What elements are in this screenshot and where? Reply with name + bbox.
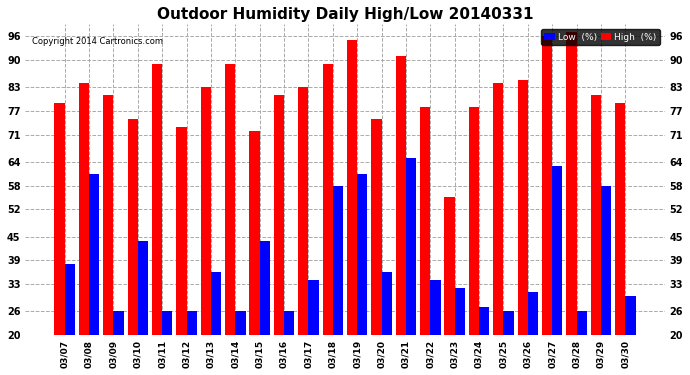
Bar (323, 64, 333, 335)
Bar (420, 107, 431, 335)
Bar (259, 241, 270, 335)
Bar (79, 84, 89, 335)
Bar (308, 280, 319, 335)
Bar (444, 197, 455, 335)
Bar (493, 84, 504, 335)
Bar (186, 311, 197, 335)
Bar (542, 36, 552, 335)
Bar (333, 186, 343, 335)
Bar (65, 264, 75, 335)
Bar (162, 311, 172, 335)
Bar (382, 272, 392, 335)
Bar (152, 64, 162, 335)
Bar (504, 311, 513, 335)
Bar (371, 119, 382, 335)
Bar (177, 127, 186, 335)
Bar (395, 56, 406, 335)
Bar (591, 95, 601, 335)
Bar (518, 80, 528, 335)
Bar (601, 186, 611, 335)
Bar (250, 130, 259, 335)
Bar (128, 119, 138, 335)
Bar (211, 272, 221, 335)
Bar (235, 311, 246, 335)
Bar (274, 95, 284, 335)
Bar (431, 280, 440, 335)
Bar (225, 64, 235, 335)
Text: Copyright 2014 Cartronics.com: Copyright 2014 Cartronics.com (32, 37, 163, 46)
Bar (347, 40, 357, 335)
Bar (201, 87, 211, 335)
Bar (357, 174, 367, 335)
Bar (55, 103, 65, 335)
Bar (284, 311, 295, 335)
Bar (406, 158, 416, 335)
Bar (89, 174, 99, 335)
Bar (625, 296, 635, 335)
Bar (577, 311, 586, 335)
Bar (528, 292, 538, 335)
Bar (566, 32, 577, 335)
Bar (138, 241, 148, 335)
Bar (455, 288, 465, 335)
Bar (479, 308, 489, 335)
Bar (113, 311, 124, 335)
Bar (552, 166, 562, 335)
Legend: Low  (%), High  (%): Low (%), High (%) (541, 29, 660, 45)
Bar (469, 107, 479, 335)
Bar (615, 103, 625, 335)
Bar (104, 95, 113, 335)
Title: Outdoor Humidity Daily High/Low 20140331: Outdoor Humidity Daily High/Low 20140331 (157, 7, 533, 22)
Bar (298, 87, 308, 335)
